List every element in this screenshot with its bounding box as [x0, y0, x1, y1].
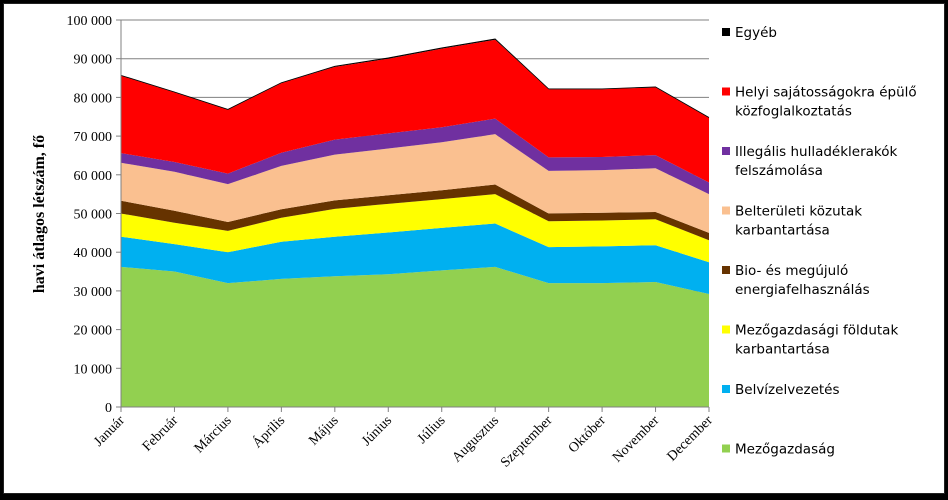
y-tick-label: 40 000: [74, 246, 113, 261]
legend-item-helyi-sajatossagokra-epulo-kozfoglalkoztatas: Helyi sajátosságokra épülő közfoglalkozta…: [722, 85, 917, 120]
y-tick-label: 80 000: [74, 91, 113, 106]
y-tick-label: 70 000: [74, 130, 113, 145]
legend-item-belvizelvezetes: Belvízelvezetés: [722, 382, 840, 398]
legend-item-mezogazdasagi-foldutak-karbantartasa: Mezőgazdasági földutak karbantartása: [722, 323, 898, 358]
legend-item-illegalis-hulladeklerakok-felszamolasa: Illegális hulladéklerakók felszámolása: [722, 144, 898, 179]
x-tick-label: Február: [140, 413, 182, 455]
y-tick-label: 90 000: [74, 53, 113, 68]
legend-swatch: [722, 28, 730, 36]
legend-item-belteruleti-kozutak-karbantartasa: Belterületi közutak karbantartása: [722, 204, 862, 239]
x-tick-label: Január: [91, 413, 128, 450]
x-tick-label: Április: [249, 412, 289, 452]
x-tick-label: Május: [306, 413, 341, 448]
chart-container: 0 10 000 20 000 30 000 40 000 50 000 60 000 70 …: [3, 3, 945, 494]
legend-label: Egyéb: [735, 25, 777, 41]
legend-label: felszámolása: [735, 163, 823, 179]
legend-label: Mezőgazdaság: [735, 442, 835, 458]
legend-item-egyeb: Egyéb: [722, 25, 777, 41]
x-tick-label: Augusztus: [450, 413, 502, 465]
legend-label: Mezőgazdasági földutak: [735, 323, 898, 339]
stacked-area-chart: 0 10 000 20 000 30 000 40 000 50 000 60 000 70 …: [31, 14, 917, 471]
legend-label: közfoglalkoztatás: [735, 104, 852, 120]
legend-swatch: [722, 385, 730, 393]
y-axis-label: havi átlagos létszám, fő: [31, 135, 48, 293]
x-tick-label: November: [610, 413, 663, 466]
legend-swatch: [722, 444, 730, 453]
y-tick-label: 0: [105, 401, 112, 416]
y-tick-label: 30 000: [74, 285, 113, 300]
legend-label: karbantartása: [735, 223, 830, 239]
legend-swatch: [722, 325, 730, 334]
y-tick-labels: 0 10 000 20 000 30 000 40 000 50 000 60 000 70 …: [67, 14, 121, 416]
x-tick-label: Március: [192, 413, 235, 456]
legend-label: Helyi sajátosságokra épülő: [735, 85, 917, 101]
legend-swatch: [722, 266, 730, 274]
y-tick-label: 100 000: [67, 14, 113, 29]
area-helyi-sajatossagokra-epulo-kozfoglalkoztatas: [121, 39, 709, 183]
legend-label: Belvízelvezetés: [735, 382, 840, 398]
legend-item-bio-es-megujulo-energiafelhasznalas: Bio- és megújuló energiafelhasználás: [722, 263, 870, 298]
y-tick-label: 50 000: [74, 208, 113, 223]
series-areas: [120, 38, 710, 407]
legend-label: karbantartása: [735, 342, 830, 358]
legend-item-mezogazdasag: Mezőgazdaság: [722, 442, 835, 458]
legend-swatch: [722, 87, 730, 96]
area-illegalis-hulladeklerakok-felszamolasa: [121, 118, 709, 195]
area-top-outline: [120, 38, 710, 118]
legend-label: Belterületi közutak: [735, 204, 862, 220]
y-tick-label: 10 000: [74, 362, 113, 377]
legend: Egyéb Helyi sajátosságokra épülő közfoglal…: [722, 25, 917, 458]
area-belteruleti-kozutak-karbantartasa: [121, 134, 709, 233]
y-tick-label: 60 000: [74, 169, 113, 184]
x-tick-label: Október: [566, 413, 609, 456]
x-tick-label: Július: [415, 413, 449, 447]
legend-swatch: [722, 206, 730, 215]
legend-label: Illegális hulladéklerakók: [735, 144, 898, 160]
y-tick-label: 20 000: [74, 324, 113, 339]
x-tick-label: Szeptember: [498, 413, 556, 471]
x-tick-labels: Január Február Március Április Május Június Jú…: [91, 407, 716, 471]
area-bio-es-megujulo-energiafelhasznalas: [121, 184, 709, 241]
area-mezogazdasag: [121, 266, 709, 407]
area-belvizelvezetes: [121, 223, 709, 294]
x-tick-label: December: [665, 413, 717, 465]
legend-label: energiafelhasználás: [735, 282, 870, 298]
legend-swatch: [722, 147, 730, 155]
x-tick-label: Június: [359, 413, 395, 449]
legend-label: Bio- és megújuló: [735, 263, 848, 279]
area-mezogazdasagi-foldutak-karbantartasa: [121, 194, 709, 263]
